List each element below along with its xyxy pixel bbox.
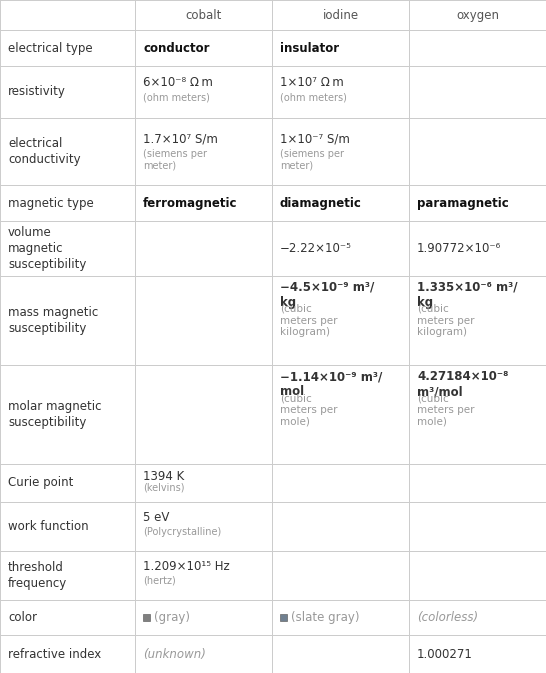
Text: (slate gray): (slate gray) (291, 611, 359, 624)
Text: cobalt: cobalt (185, 9, 222, 22)
Text: −1.14×10⁻⁹ m³/
mol: −1.14×10⁻⁹ m³/ mol (280, 370, 382, 398)
Text: resistivity: resistivity (8, 85, 66, 98)
Text: mass magnetic
susceptibility: mass magnetic susceptibility (8, 306, 98, 335)
Text: −4.5×10⁻⁹ m³/
kg: −4.5×10⁻⁹ m³/ kg (280, 281, 374, 309)
Text: molar magnetic
susceptibility: molar magnetic susceptibility (8, 400, 102, 429)
Text: (kelvins): (kelvins) (143, 483, 185, 493)
Text: diamagnetic: diamagnetic (280, 197, 362, 210)
Bar (280, 614, 287, 621)
Bar (143, 614, 150, 621)
Text: insulator: insulator (280, 42, 339, 55)
Text: iodine: iodine (323, 9, 359, 22)
Text: Curie point: Curie point (8, 476, 73, 489)
Text: 4.27184×10⁻⁸
m³/mol: 4.27184×10⁻⁸ m³/mol (417, 370, 508, 398)
Text: 1.7×10⁷ S/m: 1.7×10⁷ S/m (143, 133, 218, 146)
Text: 6×10⁻⁸ Ω m: 6×10⁻⁸ Ω m (143, 76, 213, 89)
Text: 5 eV: 5 eV (143, 511, 169, 524)
Text: volume
magnetic
susceptibility: volume magnetic susceptibility (8, 226, 86, 271)
Text: 1.335×10⁻⁶ m³/
kg: 1.335×10⁻⁶ m³/ kg (417, 281, 518, 309)
Text: (ohm meters): (ohm meters) (143, 93, 210, 103)
Text: (ohm meters): (ohm meters) (280, 93, 347, 103)
Text: (cubic
meters per
mole): (cubic meters per mole) (280, 393, 337, 427)
Text: electrical type: electrical type (8, 42, 93, 55)
Text: (unknown): (unknown) (143, 647, 206, 661)
Text: (hertz): (hertz) (143, 576, 176, 586)
Text: color: color (8, 611, 37, 624)
Text: (cubic
meters per
kilogram): (cubic meters per kilogram) (280, 304, 337, 337)
Text: 1.209×10¹⁵ Hz: 1.209×10¹⁵ Hz (143, 560, 230, 573)
Text: conductor: conductor (143, 42, 210, 55)
Text: work function: work function (8, 520, 88, 532)
Text: threshold
frequency: threshold frequency (8, 561, 67, 590)
Text: (cubic
meters per
kilogram): (cubic meters per kilogram) (417, 304, 474, 337)
Text: (cubic
meters per
mole): (cubic meters per mole) (417, 393, 474, 427)
Text: ferromagnetic: ferromagnetic (143, 197, 238, 210)
Text: 1×10⁻⁷ S/m: 1×10⁻⁷ S/m (280, 133, 350, 146)
Text: magnetic type: magnetic type (8, 197, 94, 210)
Text: oxygen: oxygen (456, 9, 499, 22)
Text: −2.22×10⁻⁵: −2.22×10⁻⁵ (280, 242, 352, 255)
Text: 1394 K: 1394 K (143, 470, 184, 483)
Text: (colorless): (colorless) (417, 611, 478, 624)
Text: 1.90772×10⁻⁶: 1.90772×10⁻⁶ (417, 242, 501, 255)
Text: 1.000271: 1.000271 (417, 647, 473, 661)
Text: refractive index: refractive index (8, 647, 101, 661)
Text: electrical
conductivity: electrical conductivity (8, 137, 81, 166)
Text: paramagnetic: paramagnetic (417, 197, 509, 210)
Text: (gray): (gray) (154, 611, 190, 624)
Text: (siemens per
meter): (siemens per meter) (280, 149, 344, 170)
Text: (Polycrystalline): (Polycrystalline) (143, 527, 221, 537)
Text: 1×10⁷ Ω m: 1×10⁷ Ω m (280, 76, 344, 89)
Text: (siemens per
meter): (siemens per meter) (143, 149, 207, 170)
